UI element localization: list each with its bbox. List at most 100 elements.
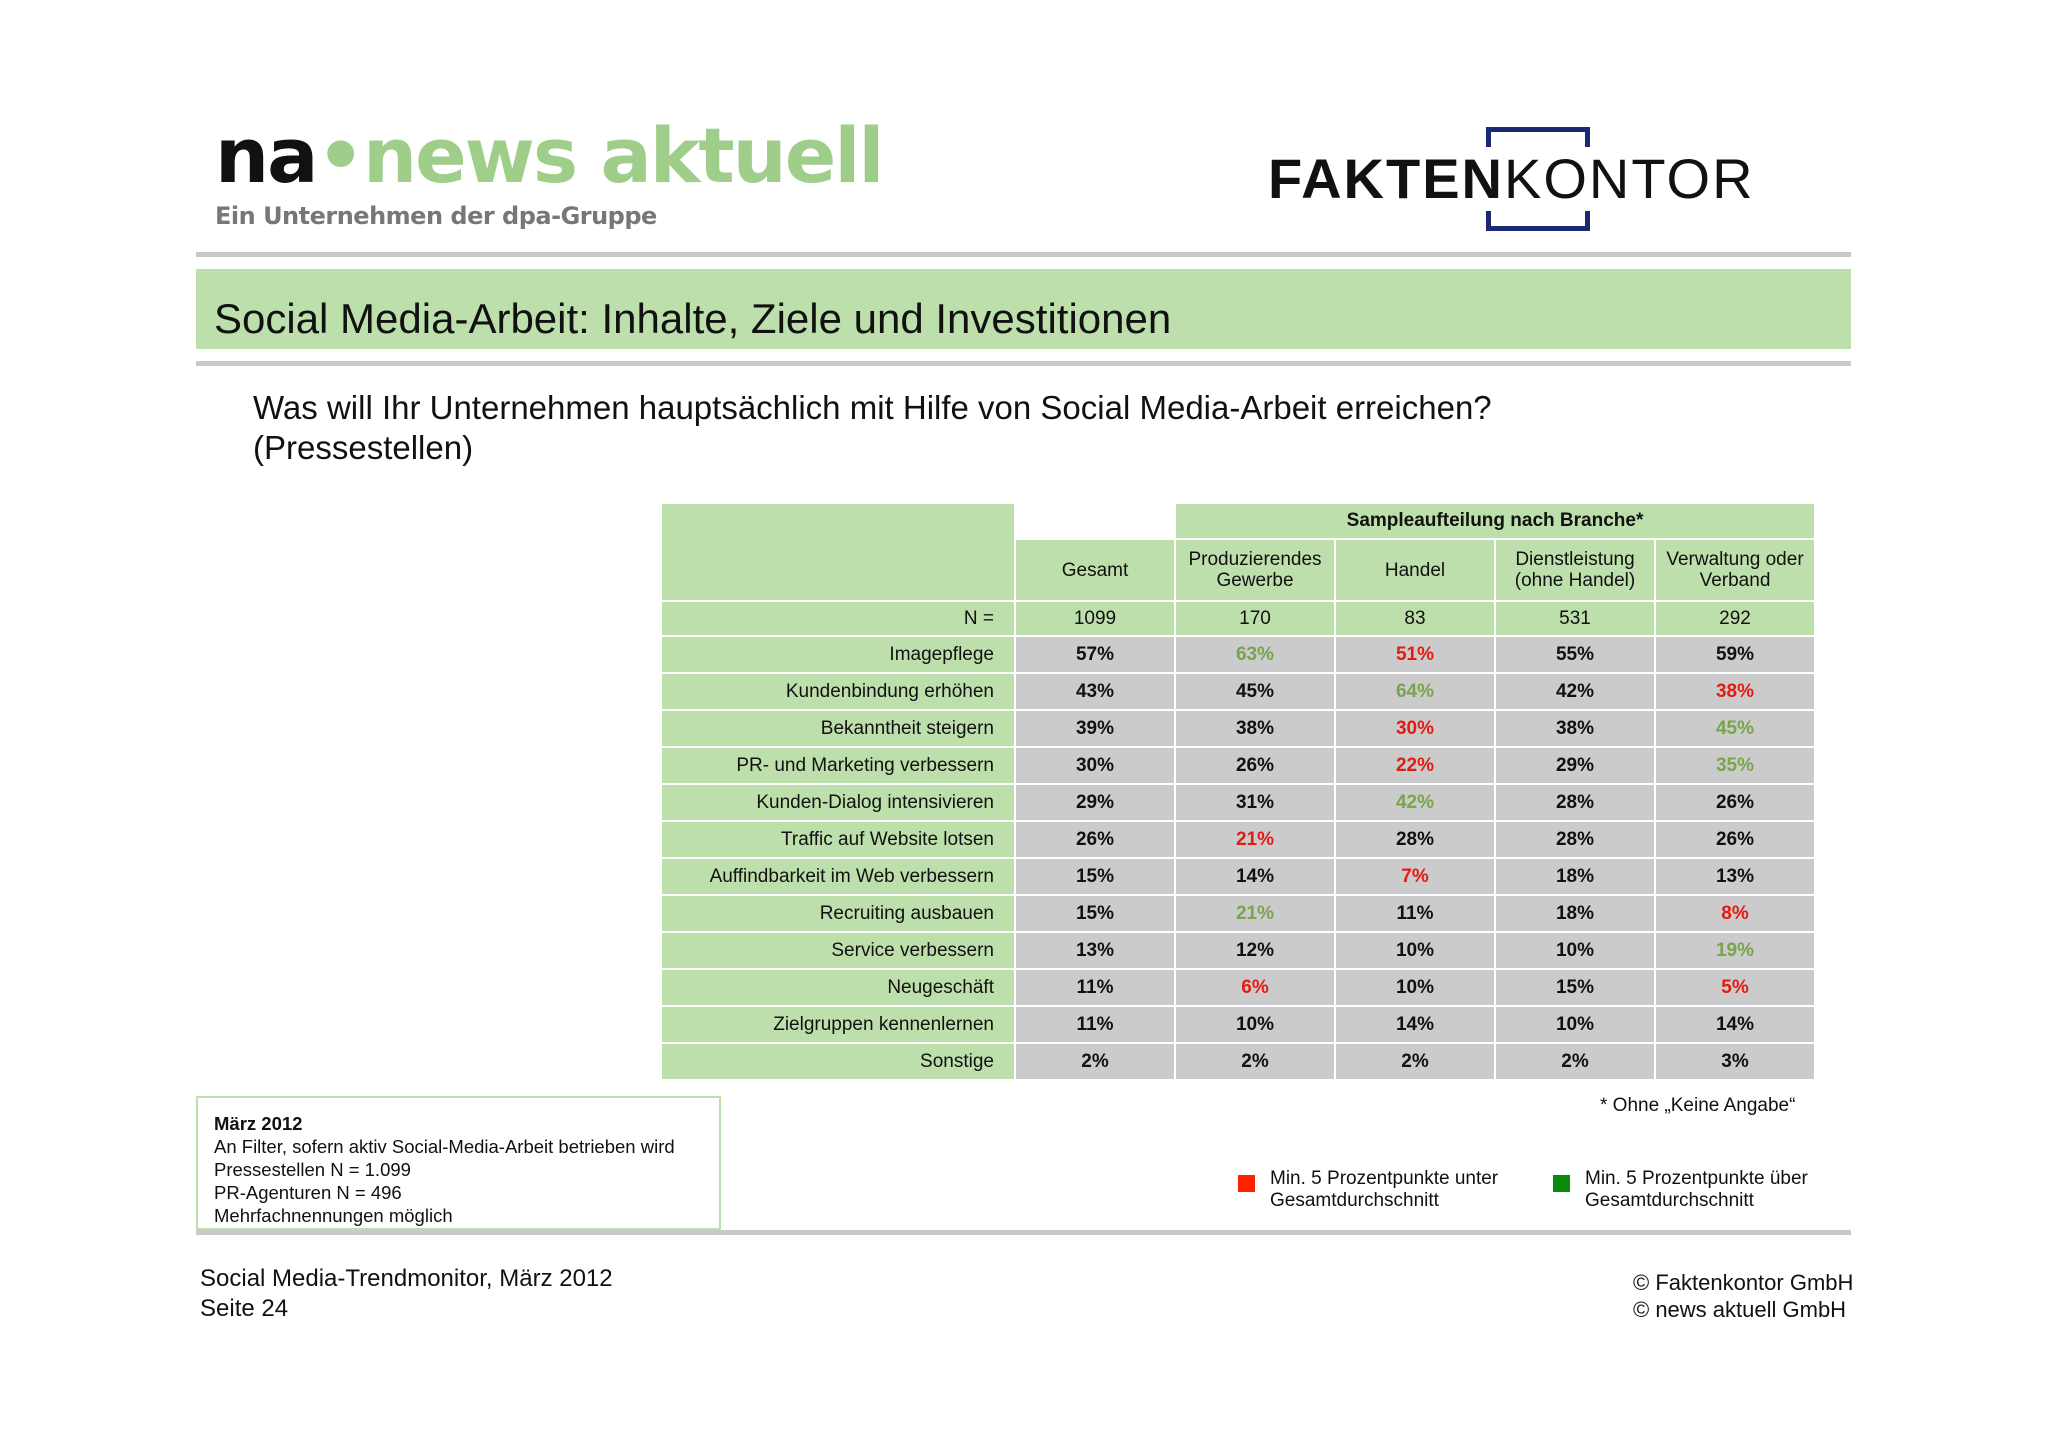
table-cell: 15%: [1016, 896, 1174, 931]
table-cell: 13%: [1656, 859, 1814, 894]
table-cell: 64%: [1336, 674, 1494, 709]
column-header: Produzierendes Gewerbe: [1176, 540, 1334, 600]
row-label: Service verbessern: [662, 933, 1014, 968]
info-line: Mehrfachnennungen möglich: [214, 1205, 453, 1226]
table-cell: 10%: [1176, 1007, 1334, 1042]
table-row: Sonstige 2% 2% 2% 2% 3%: [662, 1044, 1814, 1079]
row-label: Zielgruppen kennenlernen: [662, 1007, 1014, 1042]
footer-divider: [196, 1230, 1851, 1235]
table-cell: 45%: [1656, 711, 1814, 746]
table-cell: 26%: [1656, 822, 1814, 857]
column-header: Dienstleistung (ohne Handel): [1496, 540, 1654, 600]
table-cell: 13%: [1016, 933, 1174, 968]
row-label: Bekanntheit steigern: [662, 711, 1014, 746]
table-row: Service verbessern 13% 12% 10% 10% 19%: [662, 933, 1814, 968]
table-row: Kundenbindung erhöhen 43% 45% 64% 42% 38%: [662, 674, 1814, 709]
column-header: Verwaltung oder Verband: [1656, 540, 1814, 600]
table-cell: 3%: [1656, 1044, 1814, 1079]
table-cell: 10%: [1496, 933, 1654, 968]
red-square-icon: [1238, 1175, 1255, 1192]
table-cell: 6%: [1176, 970, 1334, 1005]
table-cell: 2%: [1176, 1044, 1334, 1079]
table-cell: 42%: [1496, 674, 1654, 709]
footer-source: Social Media-Trendmonitor, März 2012 Sei…: [200, 1264, 613, 1324]
question-text: Was will Ihr Unternehmen hauptsächlich m…: [253, 388, 1492, 468]
table-cell: 43%: [1016, 674, 1174, 709]
header-divider: [196, 252, 1851, 257]
n-value: 531: [1496, 602, 1654, 635]
title-divider: [196, 361, 1851, 366]
table-cell: 38%: [1656, 674, 1814, 709]
table-cell: 51%: [1336, 637, 1494, 672]
row-label: Imagepflege: [662, 637, 1014, 672]
table-cell: 7%: [1336, 859, 1494, 894]
table-cell: 55%: [1496, 637, 1654, 672]
row-label: Traffic auf Website lotsen: [662, 822, 1014, 857]
table-cell: 10%: [1336, 933, 1494, 968]
footer-copyright: © Faktenkontor GmbH © news aktuell GmbH: [1633, 1270, 1854, 1322]
table-cell: 14%: [1336, 1007, 1494, 1042]
table-cell: 30%: [1016, 748, 1174, 783]
row-label: Neugeschäft: [662, 970, 1014, 1005]
footer-page-number: Seite 24: [200, 1295, 289, 1322]
table-cell: 42%: [1336, 785, 1494, 820]
n-value: 292: [1656, 602, 1814, 635]
results-table: Sampleaufteilung nach Branche* Gesamt Pro…: [660, 502, 1816, 1081]
news-aktuell-wordmark: na•news aktuell: [215, 111, 884, 200]
question-line-1: Was will Ihr Unternehmen hauptsächlich m…: [253, 389, 1492, 426]
info-date: März 2012: [214, 1113, 303, 1134]
column-header: Handel: [1336, 540, 1494, 600]
table-cell: 21%: [1176, 822, 1334, 857]
table-cell: 30%: [1336, 711, 1494, 746]
table-cell: 18%: [1496, 859, 1654, 894]
info-line: An Filter, sofern aktiv Social-Media-Arb…: [214, 1136, 675, 1157]
table-cell: 14%: [1656, 1007, 1814, 1042]
table-row: Traffic auf Website lotsen 26% 21% 28% 28% 26…: [662, 822, 1814, 857]
table-cell: 14%: [1176, 859, 1334, 894]
n-value: 1099: [1016, 602, 1174, 635]
table-cell: 12%: [1176, 933, 1334, 968]
table-cell: 63%: [1176, 637, 1334, 672]
table-cell: 2%: [1016, 1044, 1174, 1079]
table-cell: 11%: [1336, 896, 1494, 931]
table-cell: 59%: [1656, 637, 1814, 672]
green-square-icon: [1553, 1175, 1570, 1192]
table-cell: 29%: [1016, 785, 1174, 820]
table-cell: 21%: [1176, 896, 1334, 931]
row-label: Auffindbarkeit im Web verbessern: [662, 859, 1014, 894]
table-row: Kunden-Dialog intensivieren 29% 31% 42% 28% 2…: [662, 785, 1814, 820]
table-cell: 19%: [1656, 933, 1814, 968]
table-cell: 31%: [1176, 785, 1334, 820]
n-label: N =: [662, 602, 1014, 635]
table-row: Bekanntheit steigern 39% 38% 30% 38% 45%: [662, 711, 1814, 746]
table-corner: [662, 504, 1014, 600]
info-line: Pressestellen N = 1.099: [214, 1159, 411, 1180]
table-cell: 28%: [1496, 785, 1654, 820]
table-cell: 2%: [1336, 1044, 1494, 1079]
row-label: Kunden-Dialog intensivieren: [662, 785, 1014, 820]
table-row: Zielgruppen kennenlernen 11% 10% 14% 10% 14%: [662, 1007, 1814, 1042]
n-value: 170: [1176, 602, 1334, 635]
table-cell: 15%: [1496, 970, 1654, 1005]
row-label: Recruiting ausbauen: [662, 896, 1014, 931]
table-cell: 45%: [1176, 674, 1334, 709]
table-cell: 10%: [1336, 970, 1494, 1005]
row-label: Kundenbindung erhöhen: [662, 674, 1014, 709]
table-cell: 38%: [1176, 711, 1334, 746]
table-cell: 26%: [1656, 785, 1814, 820]
table-cell: 39%: [1016, 711, 1174, 746]
table-cell: 8%: [1656, 896, 1814, 931]
group-header: Sampleaufteilung nach Branche*: [1176, 504, 1814, 538]
table-cell: 57%: [1016, 637, 1174, 672]
table-cell: 26%: [1176, 748, 1334, 783]
table-row: Neugeschäft 11% 6% 10% 15% 5%: [662, 970, 1814, 1005]
table-row: Imagepflege 57% 63% 51% 55% 59%: [662, 637, 1814, 672]
table-cell: 5%: [1656, 970, 1814, 1005]
info-box: März 2012 An Filter, sofern aktiv Social…: [196, 1096, 721, 1230]
column-header: Gesamt: [1016, 540, 1174, 600]
footer-report-title: Social Media-Trendmonitor, März 2012: [200, 1265, 613, 1292]
table-cell: 2%: [1496, 1044, 1654, 1079]
news-aktuell-tagline: Ein Unternehmen der dpa-Gruppe: [215, 202, 657, 230]
page-title: Social Media-Arbeit: Inhalte, Ziele und …: [214, 295, 1172, 342]
table-cell: 18%: [1496, 896, 1654, 931]
